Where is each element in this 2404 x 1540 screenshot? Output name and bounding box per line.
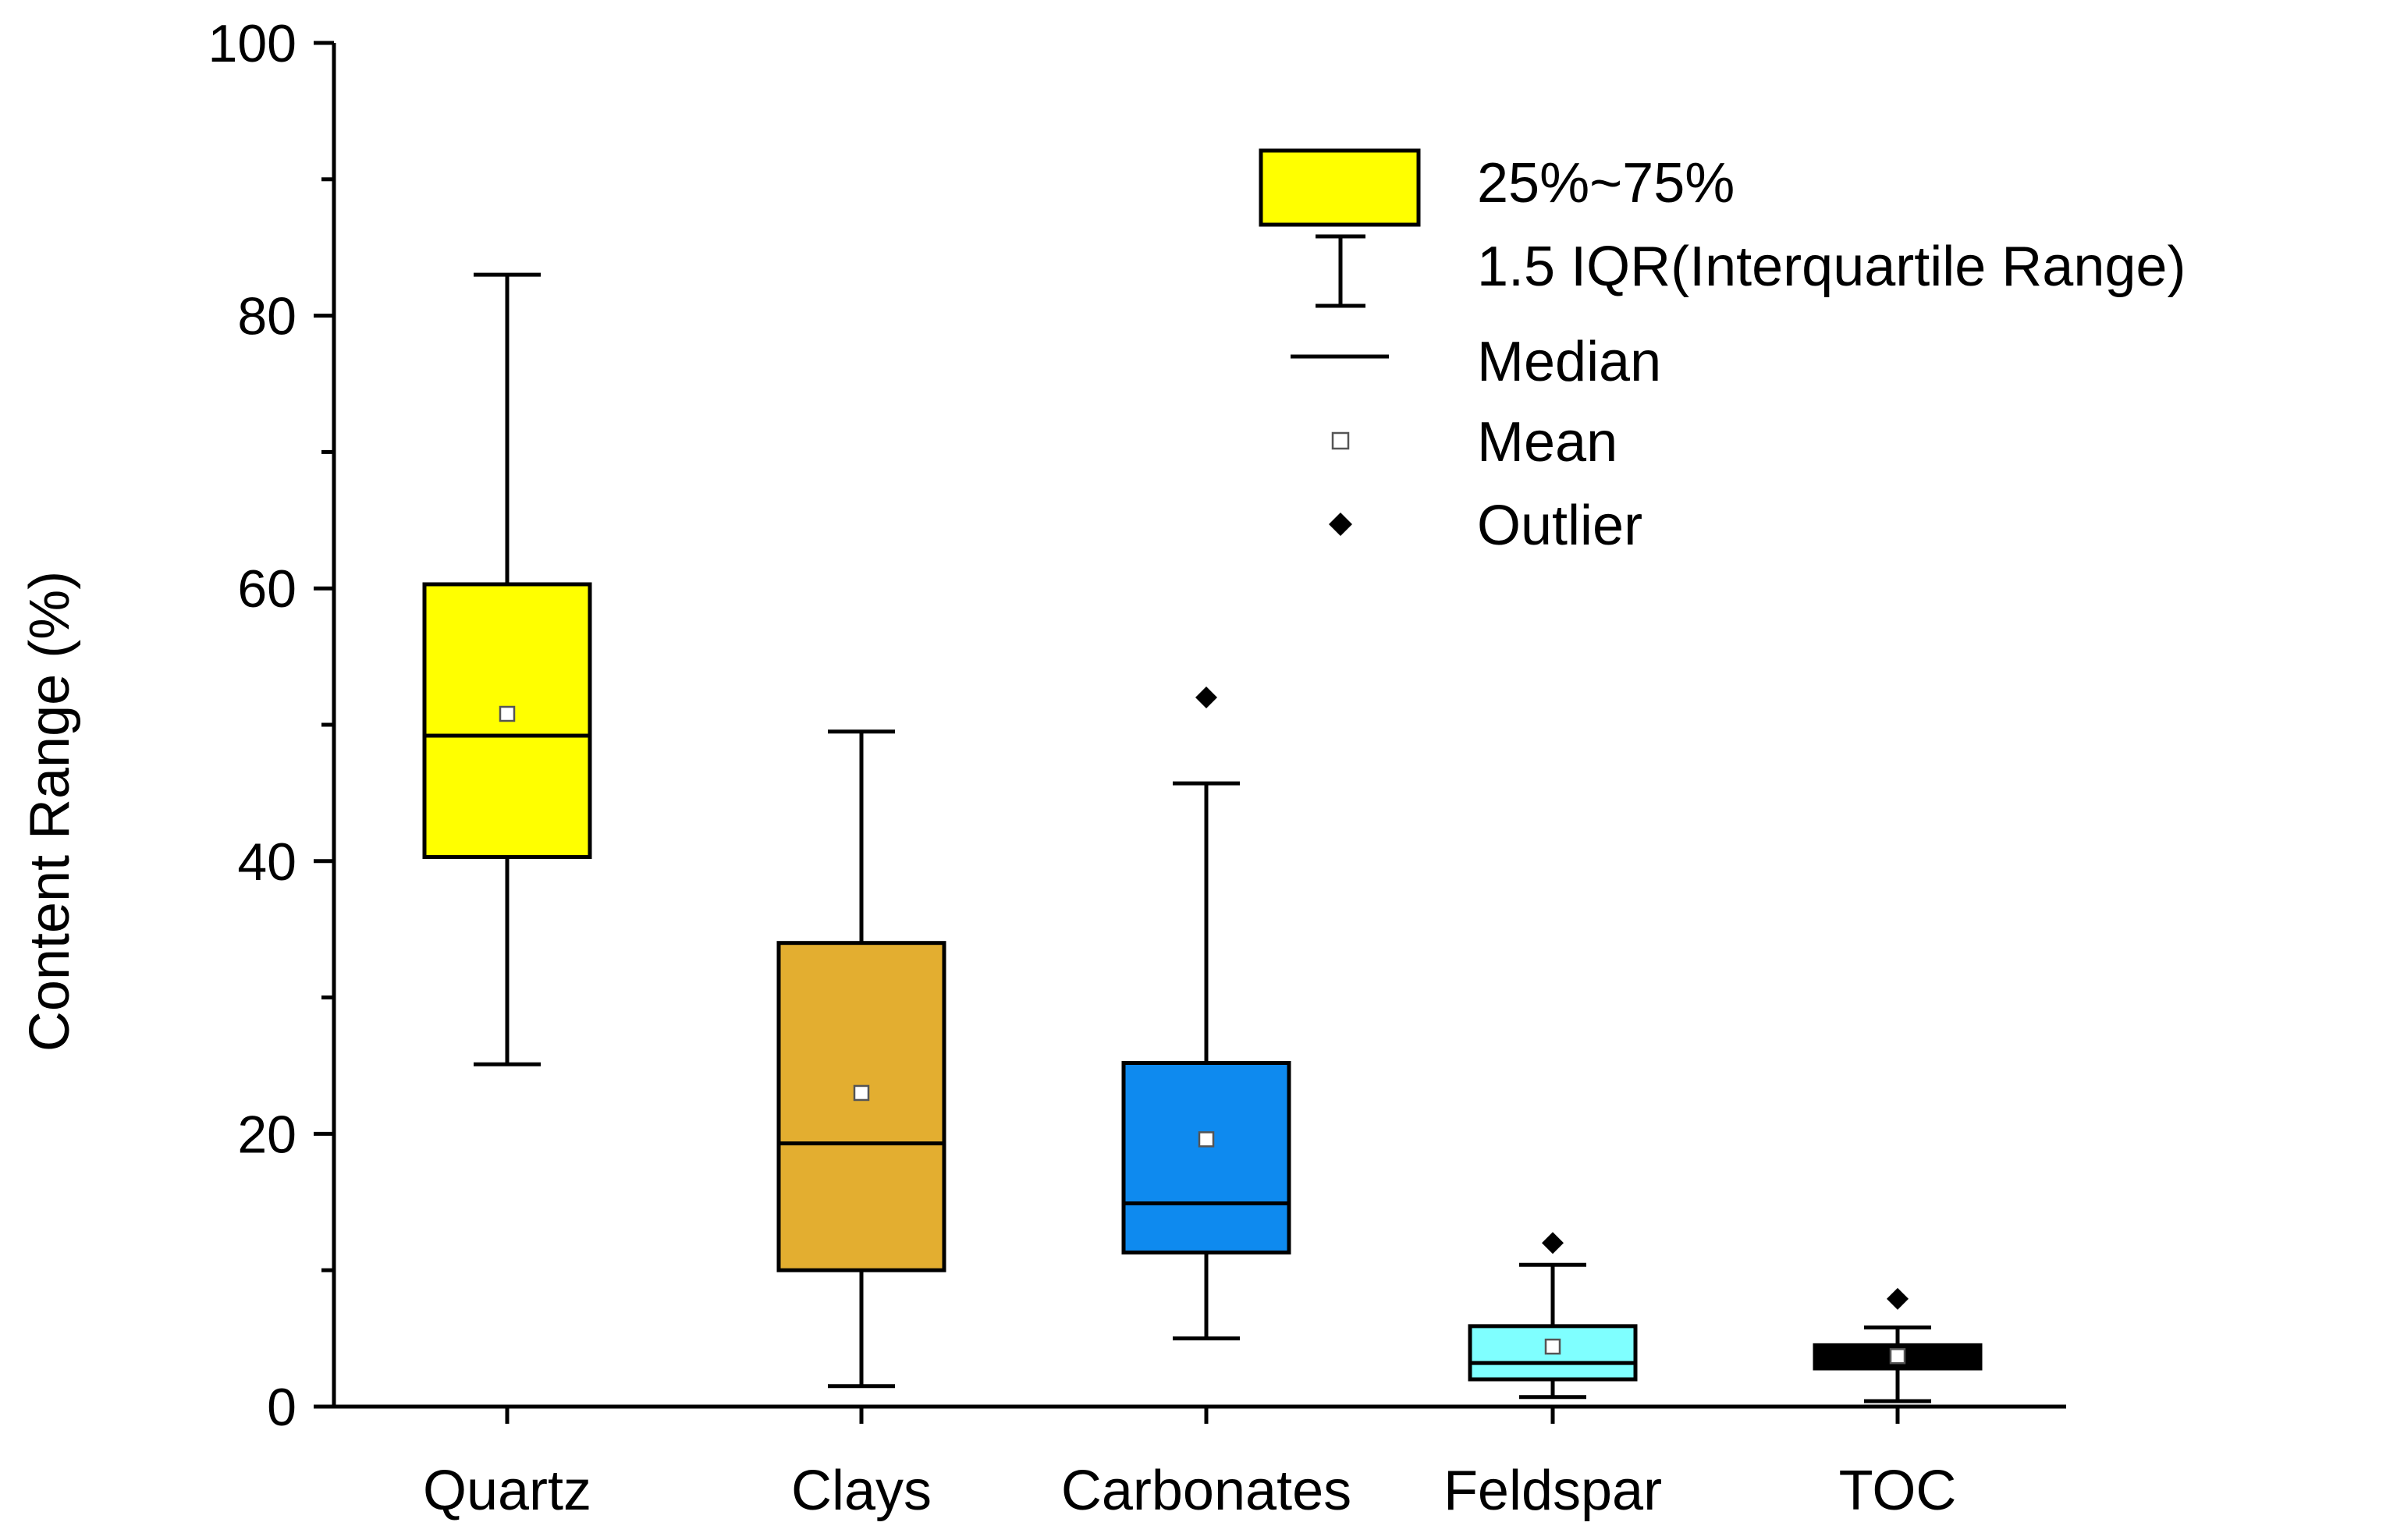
y-axis-title: Content Range (%) bbox=[19, 571, 81, 1052]
mean-marker bbox=[1889, 1348, 1906, 1364]
box-carbonates bbox=[1121, 687, 1291, 1341]
iqr-box bbox=[1121, 1061, 1291, 1254]
outlier-marker bbox=[1887, 1287, 1909, 1310]
axes: 0 20 40 60 80 100 Quartz Clays Carbonates Feldspa… bbox=[208, 14, 2066, 1522]
mean-marker bbox=[499, 705, 516, 722]
y-tick-label: 0 bbox=[267, 1378, 297, 1437]
box-feldspar bbox=[1468, 1232, 1638, 1400]
x-tick-label: Carbonates bbox=[1061, 1460, 1351, 1522]
x-tick-label: Clays bbox=[791, 1460, 932, 1522]
x-tick-label: Quartz bbox=[423, 1460, 591, 1522]
y-tick-label: 20 bbox=[237, 1105, 297, 1164]
x-tick-label: Feldspar bbox=[1443, 1460, 1662, 1522]
legend-label: Outlier bbox=[1477, 495, 1642, 557]
outlier-marker bbox=[1542, 1232, 1564, 1254]
legend-outlier-symbol bbox=[1329, 513, 1352, 536]
legend-label: Mean bbox=[1477, 411, 1617, 474]
box-quartz bbox=[422, 272, 592, 1066]
legend-label: Median bbox=[1477, 331, 1661, 393]
y-tick-label: 100 bbox=[208, 14, 297, 73]
y-tick-label: 60 bbox=[237, 559, 297, 619]
legend-mean-symbol bbox=[1331, 431, 1350, 450]
mean-marker bbox=[1198, 1131, 1215, 1148]
outlier-marker bbox=[1195, 687, 1217, 709]
y-tick-label: 80 bbox=[237, 287, 297, 346]
y-tick-label: 40 bbox=[237, 832, 297, 892]
box-clays bbox=[776, 729, 946, 1389]
mean-marker bbox=[853, 1084, 870, 1102]
iqr-box bbox=[1468, 1324, 1638, 1382]
mean-marker bbox=[1544, 1338, 1561, 1355]
legend: 25%~75% 1.5 IQR(Interquartile Range) Media… bbox=[1259, 148, 2186, 557]
boxes bbox=[422, 272, 1983, 1403]
legend-box-symbol bbox=[1259, 148, 1421, 227]
x-tick-label: TOC bbox=[1839, 1460, 1957, 1522]
iqr-box bbox=[776, 941, 946, 1272]
box-toc bbox=[1813, 1287, 1983, 1403]
legend-label: 1.5 IQR(Interquartile Range) bbox=[1477, 236, 2186, 298]
legend-label: 25%~75% bbox=[1477, 152, 1735, 215]
